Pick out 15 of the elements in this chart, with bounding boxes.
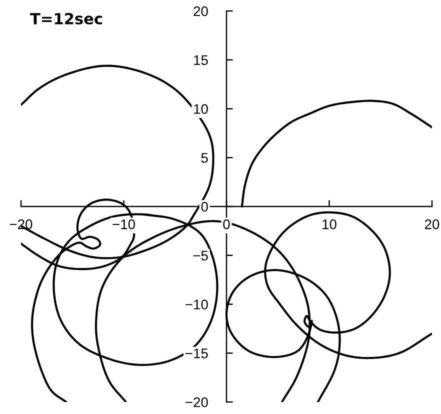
y-tick-label: 15: [194, 55, 208, 66]
y-tick-label: 0: [201, 202, 208, 212]
chart-title: T=12sec: [30, 12, 102, 24]
x-tick-label: 0: [223, 219, 230, 230]
x-tick-label: −20: [10, 219, 32, 230]
x-tick-label: −10: [112, 219, 135, 230]
y-tick-label: −15: [186, 348, 208, 358]
y-tick-label: 10: [194, 104, 208, 114]
x-tick-label: 10: [322, 219, 336, 230]
x-tick-label: 20: [424, 219, 440, 230]
y-tick-label: 20: [194, 6, 208, 16]
y-tick-label: −5: [193, 250, 208, 261]
y-tick-label: −10: [186, 300, 208, 310]
y-tick-label: −20: [186, 397, 208, 408]
y-tick-label: 5: [201, 153, 208, 163]
